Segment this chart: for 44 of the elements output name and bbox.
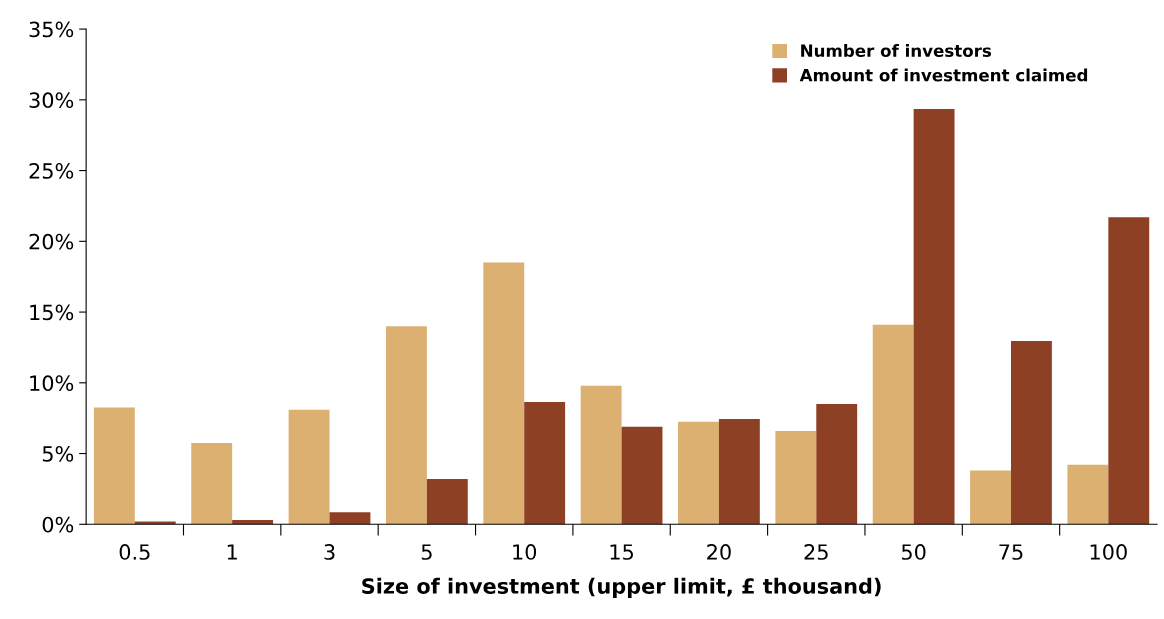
bar	[913, 109, 955, 525]
x-tick-label: 75	[999, 544, 1023, 560]
y-tick-label: 35%	[29, 21, 74, 38]
x-tick-label: 10	[513, 544, 537, 560]
y-tick-label: 20%	[29, 233, 74, 250]
bar	[580, 385, 622, 525]
bar	[191, 442, 233, 525]
bar	[718, 418, 760, 525]
y-tick-label: 0%	[42, 516, 74, 533]
bar	[1010, 341, 1052, 525]
bar	[385, 326, 427, 525]
bar	[1108, 217, 1150, 525]
bar	[970, 470, 1011, 525]
y-tick-label: 15%	[30, 304, 74, 321]
x-tick-label: 1	[227, 544, 237, 560]
bar	[775, 430, 817, 525]
y-tick-label: 10%	[30, 375, 74, 392]
x-tick-label: 100	[1090, 544, 1127, 560]
bar	[426, 479, 468, 525]
x-tick-label: 5	[421, 544, 432, 560]
bar	[93, 407, 135, 525]
bar	[329, 512, 371, 525]
x-tick-label: 25	[804, 544, 828, 560]
y-tick-label: 25%	[29, 163, 74, 179]
bar	[232, 520, 274, 525]
bar	[816, 404, 858, 525]
bar	[288, 409, 330, 525]
bar	[1067, 464, 1109, 525]
legend-label: Number of investors	[801, 44, 992, 57]
y-tick-label: 30%	[29, 92, 74, 109]
x-tick-label: 15	[610, 544, 634, 560]
bar	[134, 521, 176, 525]
x-tick-label: 50	[901, 544, 926, 560]
legend-label: Amount of investment claimed	[799, 68, 1088, 82]
bar	[483, 262, 525, 525]
x-tick-label: 0.5	[119, 544, 150, 560]
y-tick-label: 5%	[42, 446, 74, 462]
bar	[524, 401, 566, 525]
x-tick-label: 3	[324, 544, 335, 560]
bar	[678, 421, 719, 525]
x-axis-title: Size of investment (upper limit, £ thousand)	[362, 577, 881, 598]
bar	[872, 324, 914, 525]
bar	[621, 426, 663, 525]
x-tick-label: 20	[707, 544, 731, 560]
